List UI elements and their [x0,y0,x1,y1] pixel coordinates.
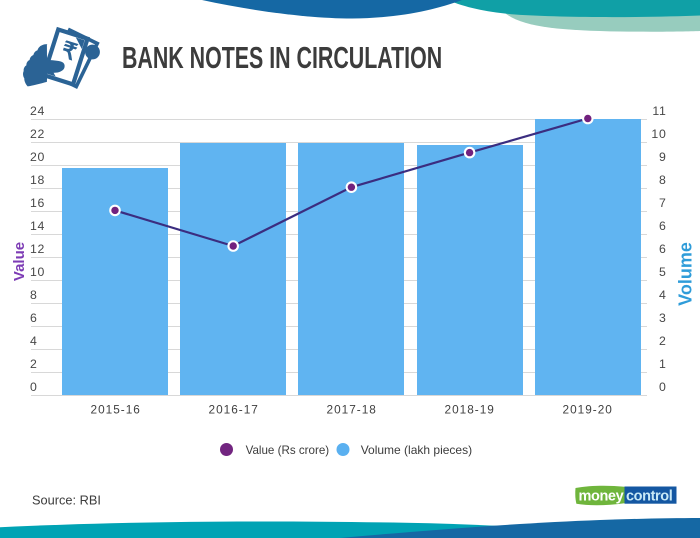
svg-text:Source: RBI: Source: RBI [32,493,101,508]
svg-text:8: 8 [659,173,667,187]
svg-text:2: 2 [30,357,38,371]
svg-text:control: control [626,489,672,505]
svg-text:22: 22 [30,127,45,141]
svg-text:18: 18 [30,173,45,187]
svg-text:8: 8 [30,288,38,302]
svg-text:14: 14 [30,219,45,233]
svg-text:7: 7 [659,196,667,210]
svg-text:4: 4 [30,334,38,348]
svg-text:24: 24 [30,104,45,118]
svg-text:2015-16: 2015-16 [91,403,141,417]
svg-text:0: 0 [30,380,38,394]
svg-text:2016-17: 2016-17 [209,403,259,417]
svg-text:4: 4 [659,288,667,302]
svg-text:12: 12 [30,242,45,256]
svg-text:10: 10 [651,127,666,141]
svg-text:6: 6 [30,311,38,325]
svg-text:BANK NOTES IN CIRCULATION: BANK NOTES IN CIRCULATION [122,40,442,75]
svg-text:Value (Rs crore): Value (Rs crore) [246,444,330,457]
svg-text:2017-18: 2017-18 [327,403,377,417]
svg-text:Volume (lakh pieces): Volume (lakh pieces) [361,443,472,457]
svg-text:1: 1 [659,357,667,371]
svg-text:Value: Value [11,242,28,281]
svg-text:6: 6 [659,219,667,233]
svg-text:20: 20 [30,150,45,164]
svg-text:5: 5 [659,265,667,279]
svg-text:11: 11 [652,104,666,118]
svg-text:money: money [579,489,624,505]
svg-text:0: 0 [659,380,667,394]
svg-text:Volume: Volume [676,242,696,306]
svg-text:2018-19: 2018-19 [445,403,495,417]
svg-text:2: 2 [659,334,667,348]
svg-text:10: 10 [30,265,45,279]
svg-text:3: 3 [659,311,667,325]
svg-text:16: 16 [30,196,45,210]
svg-text:2019-20: 2019-20 [563,403,613,417]
svg-text:9: 9 [659,150,667,164]
svg-text:6: 6 [659,242,667,256]
